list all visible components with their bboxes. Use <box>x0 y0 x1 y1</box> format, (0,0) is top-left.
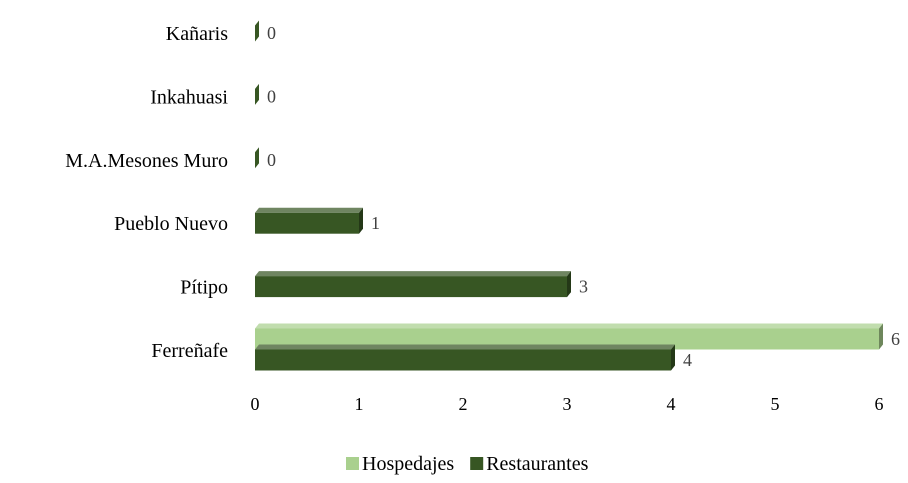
bar-restaurantes-ferrenafe-front <box>255 349 671 371</box>
legend-label-hospedajes: Hospedajes <box>362 453 454 475</box>
x-tick-3: 3 <box>563 394 572 414</box>
x-tick-4: 4 <box>667 394 676 414</box>
data-label-hospedajes-ferrenafe: 6 <box>891 329 900 349</box>
bar-restaurantes-kanaris <box>255 20 259 42</box>
bar-restaurantes-pueblo-nuevo-top <box>255 207 363 213</box>
bar-hospedajes-ferrenafe <box>255 323 883 350</box>
bar-hospedajes-ferrenafe-top <box>255 323 883 329</box>
bar-hospedajes-ferrenafe-front <box>255 328 879 350</box>
bar-restaurantes-pitipo-front <box>255 276 567 298</box>
data-label-restaurantes-m-a-mesones-muro: 0 <box>267 150 276 170</box>
category-label-ferrenafe: Ferreñafe <box>151 340 228 362</box>
bar-restaurantes-pitipo-top <box>255 271 571 277</box>
category-label-pueblo-nuevo: Pueblo Nuevo <box>114 213 228 235</box>
legend-label-restaurantes: Restaurantes <box>486 453 588 475</box>
category-label-m-a-mesones-muro: M.A.Mesones Muro <box>65 150 228 172</box>
x-tick-0: 0 <box>251 394 260 414</box>
x-axis-tick-labels: 0 1 2 3 4 5 6 <box>251 394 884 414</box>
bar-restaurantes-pueblo-nuevo-front <box>255 212 359 234</box>
x-tick-6: 6 <box>875 394 884 414</box>
x-tick-2: 2 <box>459 394 468 414</box>
data-label-restaurantes-ferrenafe: 4 <box>683 350 692 370</box>
bar-restaurantes-pueblo-nuevo-side <box>359 207 363 234</box>
bar-restaurantes-pitipo <box>255 271 571 298</box>
data-labels-layer: 0 0 0 1 3 6 4 <box>267 23 900 370</box>
data-label-restaurantes-pitipo: 3 <box>579 277 588 297</box>
data-label-restaurantes-kanaris: 0 <box>267 23 276 43</box>
data-label-restaurantes-pueblo-nuevo: 1 <box>371 213 380 233</box>
data-label-restaurantes-inkahuasi: 0 <box>267 86 276 106</box>
x-tick-1: 1 <box>355 394 364 414</box>
bar-restaurantes-pitipo-side <box>567 271 571 298</box>
legend-swatch-hospedajes <box>346 457 359 470</box>
bar-restaurantes-kanaris-front <box>255 20 259 42</box>
legend: Hospedajes Restaurantes <box>346 453 589 475</box>
bar-restaurantes-pueblo-nuevo <box>255 207 363 234</box>
bar-restaurantes-m-a-mesones-muro-front <box>255 147 259 169</box>
category-labels: Kañaris Inkahuasi M.A.Mesones Muro Pueblo N… <box>65 23 228 362</box>
x-tick-5: 5 <box>771 394 780 414</box>
bar-restaurantes-ferrenafe-side <box>671 344 675 371</box>
bar-hospedajes-ferrenafe-side <box>879 323 883 350</box>
category-label-kanaris: Kañaris <box>166 23 228 45</box>
bar-restaurantes-ferrenafe-top <box>255 344 675 350</box>
bar-restaurantes-m-a-mesones-muro <box>255 147 259 169</box>
category-label-pitipo: Pítipo <box>180 277 228 299</box>
bars-layer <box>255 20 883 371</box>
category-label-inkahuasi: Inkahuasi <box>150 86 228 108</box>
bar-restaurantes-ferrenafe <box>255 344 675 371</box>
bar-restaurantes-inkahuasi <box>255 83 259 105</box>
bar-restaurantes-inkahuasi-front <box>255 83 259 105</box>
legend-swatch-restaurantes <box>470 457 484 470</box>
